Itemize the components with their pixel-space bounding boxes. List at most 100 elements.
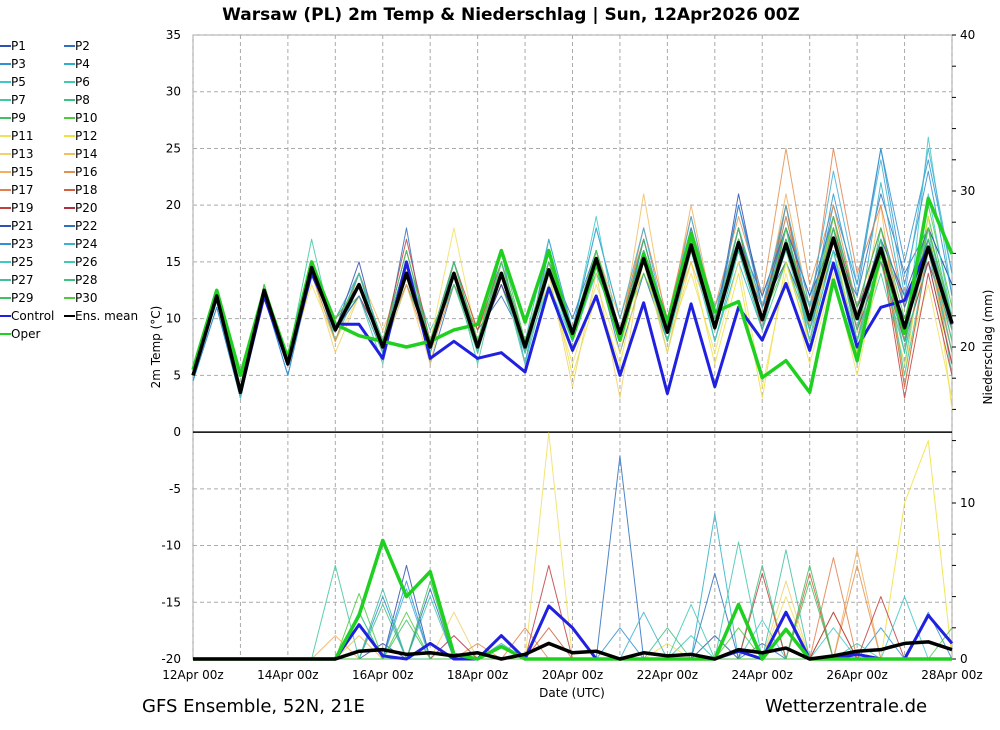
legend-label: P25 [11,255,34,269]
y-axis-label: 2m Temp (°C) [149,306,163,389]
legend-item-p19: P19 [0,201,34,215]
legend-item-p4: P4 [64,57,90,71]
legend-item-p6: P6 [64,75,90,89]
legend-label: P26 [75,255,98,269]
footer-model-info: GFS Ensemble, 52N, 21E [142,696,365,717]
grid [192,34,953,660]
legend-label: P29 [11,291,34,305]
y-tick-label: 0 [173,425,181,439]
y-right-tick-label: 0 [960,652,968,666]
x-tick-label: 22Apr 00z [637,668,698,682]
legend-label: P16 [75,165,98,179]
x-tick-label: 16Apr 00z [352,668,413,682]
y-right-tick-label: 10 [960,496,975,510]
y-tick-label: 5 [173,368,181,382]
legend-label: P17 [11,183,34,197]
legend-label: P7 [11,93,26,107]
legend-label: Oper [11,327,40,341]
y-tick-label: 35 [166,28,181,42]
legend-label: P19 [11,201,34,215]
legend-item-p18: P18 [64,183,98,197]
legend-label: P12 [75,129,98,143]
legend-item-ens-mean: Ens. mean [64,309,138,323]
legend-item-p28: P28 [64,273,98,287]
legend-item-p26: P26 [64,255,98,269]
x-tick-label: 24Apr 00z [732,668,793,682]
temp-line-oper [191,196,954,395]
legend-label: P4 [75,57,90,71]
x-axis-label: Date (UTC) [539,686,605,700]
legend-item-p11: P11 [0,129,34,143]
legend-item-p22: P22 [64,219,98,233]
legend-item-p24: P24 [64,237,98,251]
legend-label: P5 [11,75,26,89]
y-tick-label: -20 [161,652,181,666]
x-tick-label: 14Apr 00z [257,668,318,682]
legend-label: P21 [11,219,34,233]
legend-item-p20: P20 [64,201,98,215]
legend-label: P24 [75,237,98,251]
y-tick-label: -10 [161,539,181,553]
legend-label: P2 [75,39,90,53]
y-right-tick-label: 40 [960,28,975,42]
footer-source: Wetterzentrale.de [765,696,927,717]
legend-label: Ens. mean [75,309,138,323]
legend-item-p15: P15 [0,165,34,179]
x-tick-label: 12Apr 00z [162,668,223,682]
legend-label: P18 [75,183,98,197]
legend-item-p16: P16 [64,165,98,179]
legend-item-p13: P13 [0,147,34,161]
legend-item-p12: P12 [64,129,98,143]
y-right-tick-label: 20 [960,340,975,354]
legend-item-p3: P3 [0,57,26,71]
legend-label: P28 [75,273,98,287]
legend-item-control: Control [0,309,54,323]
legend-item-p23: P23 [0,237,34,251]
legend-item-p9: P9 [0,111,26,125]
legend-label: P30 [75,291,98,305]
legend-item-p7: P7 [0,93,26,107]
chart-title: Warsaw (PL) 2m Temp & Niederschlag | Sun… [222,5,800,25]
legend-item-p21: P21 [0,219,34,233]
legend-label: P1 [11,39,26,53]
y-tick-label: -5 [169,482,181,496]
temp-line-p11 [192,227,953,399]
y-tick-label: 30 [166,85,181,99]
legend-label: P15 [11,165,34,179]
precip-line-ens-mean [193,640,953,661]
x-tick-label: 28Apr 00z [921,668,982,682]
legend-item-p30: P30 [64,291,98,305]
x-tick-label: 26Apr 00z [826,668,887,682]
y-tick-label: -15 [161,595,181,609]
legend-label: P13 [11,147,34,161]
y-right-tick-label: 30 [960,184,975,198]
legend-label: P27 [11,273,34,287]
series-lines [191,136,954,661]
legend-label: P22 [75,219,98,233]
legend-item-oper: Oper [0,327,40,341]
legend-item-p8: P8 [64,93,90,107]
legend-label: Control [11,309,54,323]
legend-item-p2: P2 [64,39,90,53]
legend-item-p17: P17 [0,183,34,197]
legend-label: P14 [75,147,98,161]
y-tick-label: 15 [166,255,181,269]
legend-item-p14: P14 [64,147,98,161]
legend-item-p10: P10 [64,111,98,125]
y-tick-label: 25 [166,141,181,155]
x-tick-label: 18Apr 00z [447,668,508,682]
legend-item-p5: P5 [0,75,26,89]
legend-item-p29: P29 [0,291,34,305]
legend-label: P11 [11,129,34,143]
legend-label: P3 [11,57,26,71]
legend-item-p27: P27 [0,273,34,287]
legend-label: P8 [75,93,90,107]
tick-labels: -20 -15 -10 -5 0 5 10 15 20 25 30 35 0 10 20 30 40 12Apr … [161,28,982,682]
y-tick-label: 20 [166,198,181,212]
legend-label: P10 [75,111,98,125]
legend-label: P9 [11,111,26,125]
legend-label: P20 [75,201,98,215]
legend-item-p25: P25 [0,255,34,269]
y-axis-right-label: Niederschlag (mm) [981,290,995,405]
x-tick-label: 20Apr 00z [542,668,603,682]
